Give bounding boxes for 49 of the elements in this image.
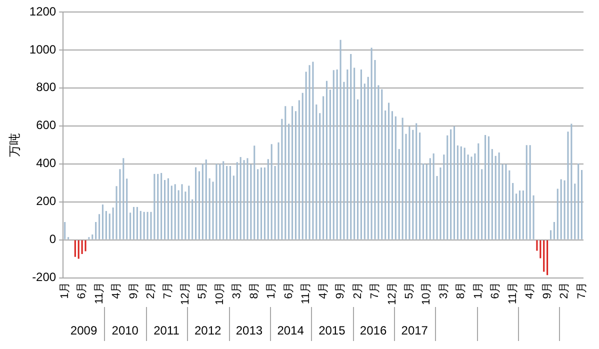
x-tick-label: 8月 bbox=[455, 282, 468, 299]
text: 2013 bbox=[236, 323, 263, 338]
x-tick-label: 4月 bbox=[317, 282, 330, 299]
x-tick-label: 9月 bbox=[541, 282, 554, 299]
x-tick-label: 3月 bbox=[231, 282, 244, 299]
x-tick-label: 11月 bbox=[506, 282, 519, 304]
x-tick-label: 7月 bbox=[576, 282, 588, 299]
x-tick-label: 6月 bbox=[490, 282, 502, 299]
text: 2017 bbox=[401, 323, 428, 338]
text: 2014 bbox=[277, 323, 304, 338]
x-tick-label: 3月 bbox=[438, 282, 450, 299]
x-tick-label: 5月 bbox=[196, 282, 209, 299]
x-tick-label: 2月 bbox=[145, 282, 158, 299]
y-tick-label: 1200 bbox=[29, 4, 56, 18]
x-tick-label: 9月 bbox=[128, 282, 140, 299]
x-tick-label: 1月 bbox=[472, 282, 484, 299]
x-tick-label: 8月 bbox=[248, 282, 260, 299]
x-tick-label: 4月 bbox=[524, 282, 536, 299]
text: 2016 bbox=[360, 323, 387, 338]
y-tick-label: 800 bbox=[36, 80, 56, 94]
x-tick-label: 10月 bbox=[214, 282, 226, 306]
y-tick-label: 1000 bbox=[29, 42, 56, 56]
x-tick-label: 4月 bbox=[110, 282, 123, 299]
y-tick-label: -200 bbox=[32, 270, 56, 284]
text: 2010 bbox=[112, 323, 139, 338]
x-tick-label: 7月 bbox=[162, 282, 174, 299]
x-tick-label: 1月 bbox=[58, 282, 71, 299]
x-tick-label: 12月 bbox=[386, 282, 398, 306]
text: 2009 bbox=[70, 323, 98, 338]
text: 2015 bbox=[318, 323, 346, 338]
x-tick-label: 6月 bbox=[76, 282, 88, 299]
y-tick-label: 200 bbox=[36, 194, 56, 208]
x-tick-label: 7月 bbox=[369, 282, 382, 299]
x-tick-label: 1月 bbox=[266, 282, 278, 299]
text: 2011 bbox=[154, 323, 180, 338]
y-axis-title: 万吨 bbox=[8, 132, 22, 157]
y-tick-label: 400 bbox=[36, 156, 56, 170]
y-tick-label: 0 bbox=[49, 232, 56, 246]
x-tick-label: 11月 bbox=[93, 282, 106, 304]
x-tick-label: 2月 bbox=[558, 282, 571, 299]
x-tick-label: 6月 bbox=[282, 282, 295, 299]
x-tick-label: 12月 bbox=[179, 282, 192, 306]
x-tick-label: 5月 bbox=[403, 282, 416, 299]
x-tick-label: 10月 bbox=[420, 282, 433, 306]
x-tick-label: 2月 bbox=[352, 282, 364, 299]
text: 2012 bbox=[194, 323, 222, 338]
y-tick-label: 600 bbox=[36, 118, 56, 132]
x-tick-label: 11月 bbox=[300, 282, 312, 304]
x-tick-label: 9月 bbox=[334, 282, 347, 299]
